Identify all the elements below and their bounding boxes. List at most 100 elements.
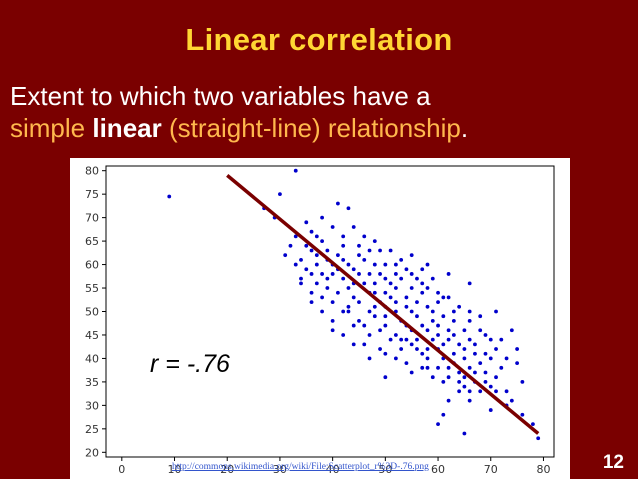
data-point [330, 328, 335, 333]
data-point [320, 309, 324, 314]
data-point [520, 412, 525, 417]
data-point [420, 267, 425, 272]
data-point [409, 286, 414, 290]
data-point [436, 290, 440, 295]
data-point [362, 257, 367, 262]
data-point [420, 323, 425, 328]
data-point [430, 276, 435, 281]
x-axis-ticks: 0 10 20 30 40 50 60 70 80 [118, 457, 550, 476]
y-tick-label: 70 [85, 212, 99, 225]
data-point [399, 337, 404, 342]
data-point [388, 248, 393, 253]
data-point [483, 351, 488, 356]
data-point [399, 276, 404, 281]
data-point [314, 234, 319, 239]
slide-number: 12 [602, 452, 624, 473]
data-point [457, 370, 462, 375]
data-point [314, 262, 319, 267]
y-tick-label: 35 [85, 376, 99, 389]
data-point [520, 380, 525, 384]
data-point [473, 370, 477, 375]
data-point [446, 398, 451, 403]
data-point [494, 389, 498, 394]
correlation-label: r = -.76 [150, 350, 230, 378]
data-point [388, 295, 393, 300]
data-point [509, 328, 514, 333]
plot-frame [105, 165, 555, 458]
data-point [425, 304, 430, 309]
data-point [299, 276, 303, 281]
data-point [362, 323, 367, 328]
data-point [330, 272, 335, 276]
y-tick-label: 50 [85, 306, 99, 319]
data-point [372, 262, 377, 267]
data-point [372, 314, 377, 319]
data-point [383, 375, 388, 380]
data-point [451, 333, 456, 337]
data-point [388, 337, 393, 342]
subtitle-rest: (straight-line) relationship [161, 113, 461, 143]
data-point [457, 304, 462, 309]
data-point [420, 365, 425, 370]
data-point [367, 309, 372, 314]
data-point [451, 318, 456, 323]
data-point [478, 328, 483, 333]
data-point [341, 243, 346, 248]
data-point [393, 356, 398, 361]
data-point [409, 272, 414, 276]
source-link[interactable]: http://commons.wikimedia.org/wiki/File:S… [172, 462, 429, 472]
data-point [325, 286, 330, 290]
data-point [494, 309, 498, 314]
data-point [415, 276, 419, 281]
data-point [372, 304, 377, 309]
data-point [467, 389, 472, 394]
data-point [446, 365, 451, 370]
data-point [309, 290, 314, 295]
x-tick-label: 80 [536, 463, 550, 476]
data-point [383, 262, 388, 267]
data-point [425, 365, 430, 370]
data-point [399, 257, 404, 262]
data-point [425, 328, 430, 333]
data-point [325, 276, 330, 281]
data-point [446, 328, 451, 333]
data-point [409, 309, 414, 314]
y-tick-label: 80 [85, 165, 99, 178]
y-tick-label: 25 [85, 423, 99, 436]
data-point [351, 225, 356, 229]
data-point [536, 436, 541, 441]
data-point [478, 389, 483, 394]
data-point [362, 342, 367, 347]
data-point [357, 243, 361, 248]
data-point [336, 290, 340, 295]
data-point [383, 290, 388, 295]
data-point [504, 356, 509, 361]
data-point [415, 337, 419, 342]
data-point [425, 347, 430, 351]
data-point [425, 356, 430, 361]
data-point [467, 398, 472, 403]
y-tick-label: 60 [85, 259, 99, 272]
data-point [488, 356, 493, 361]
y-tick-label: 55 [85, 282, 99, 295]
scatter-plot-svg: 20 25 30 35 40 45 50 55 60 65 70 75 80 0 10 20 30 40 50 60… [85, 165, 555, 476]
data-point [457, 342, 462, 347]
data-point [278, 192, 282, 197]
scatter-chart: 20 25 30 35 40 45 50 55 60 65 70 75 80 0 10 20 30 40 50 60… [70, 158, 570, 479]
data-points [167, 168, 541, 441]
x-tick-label: 10 [168, 463, 182, 476]
data-point [462, 356, 467, 361]
y-tick-label: 20 [85, 446, 99, 459]
data-point [367, 356, 372, 361]
data-point [488, 408, 493, 412]
data-point [309, 229, 314, 234]
data-point [404, 337, 409, 342]
data-point [320, 215, 324, 220]
data-point [293, 262, 298, 267]
data-point [393, 272, 398, 276]
data-point [346, 304, 351, 309]
x-tick-label: 40 [326, 463, 340, 476]
data-point [415, 347, 419, 351]
data-point [531, 422, 535, 427]
data-point [467, 365, 472, 370]
